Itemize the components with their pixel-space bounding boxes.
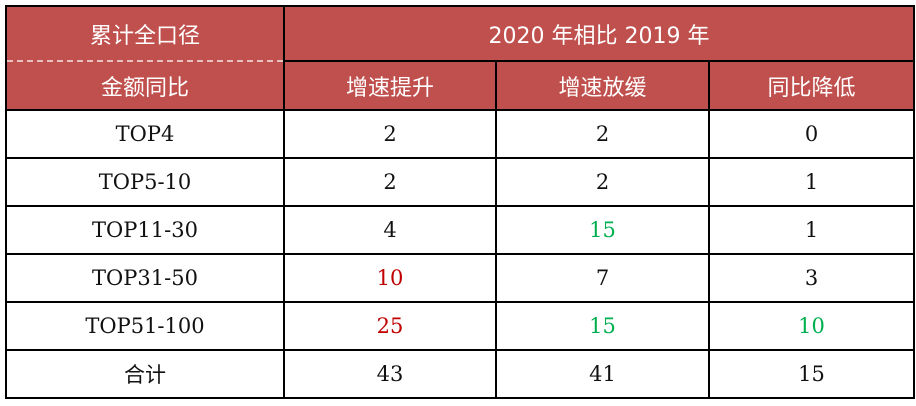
header-group: 2020 年相比 2019 年: [283, 5, 915, 62]
header-row-label-bottom: 金额同比: [5, 61, 285, 111]
table-cell: 4: [283, 205, 497, 255]
row-label: TOP5-10: [5, 157, 285, 207]
table-cell: 15: [495, 205, 710, 255]
table-row: 合计 43 41 15: [5, 349, 915, 399]
row-label: TOP11-30: [5, 205, 285, 255]
row-label: 合计: [5, 349, 285, 399]
row-label: TOP51-100: [5, 301, 285, 351]
table-row: TOP11-30 4 15 1: [5, 205, 915, 255]
table-cell: 7: [495, 253, 710, 303]
row-label: TOP4: [5, 109, 285, 159]
comparison-table: 累计全口径 2020 年相比 2019 年 金额同比 增速提升 增速放缓 同比降…: [5, 5, 915, 399]
column-header: 增速提升: [283, 60, 497, 111]
table-cell: 2: [283, 157, 497, 207]
table-cell: 15: [708, 349, 915, 399]
table-cell: 41: [495, 349, 710, 399]
table-cell: 2: [495, 157, 710, 207]
table-cell: 3: [708, 253, 915, 303]
header-row-label-top: 累计全口径: [5, 5, 285, 62]
row-label: TOP31-50: [5, 253, 285, 303]
table-cell: 2: [495, 109, 710, 159]
column-header: 增速放缓: [495, 60, 710, 111]
table-cell: 2: [283, 109, 497, 159]
table-cell: 10: [283, 253, 497, 303]
table-cell: 1: [708, 157, 915, 207]
table-row: TOP4 2 2 0: [5, 109, 915, 159]
table-cell: 1: [708, 205, 915, 255]
table-cell: 25: [283, 301, 497, 351]
table-row: TOP31-50 10 7 3: [5, 253, 915, 303]
table-cell: 10: [708, 301, 915, 351]
table-row: TOP51-100 25 15 10: [5, 301, 915, 351]
table-row: TOP5-10 2 2 1: [5, 157, 915, 207]
table-cell: 43: [283, 349, 497, 399]
table-cell: 0: [708, 109, 915, 159]
table-cell: 15: [495, 301, 710, 351]
column-header: 同比降低: [708, 60, 915, 111]
